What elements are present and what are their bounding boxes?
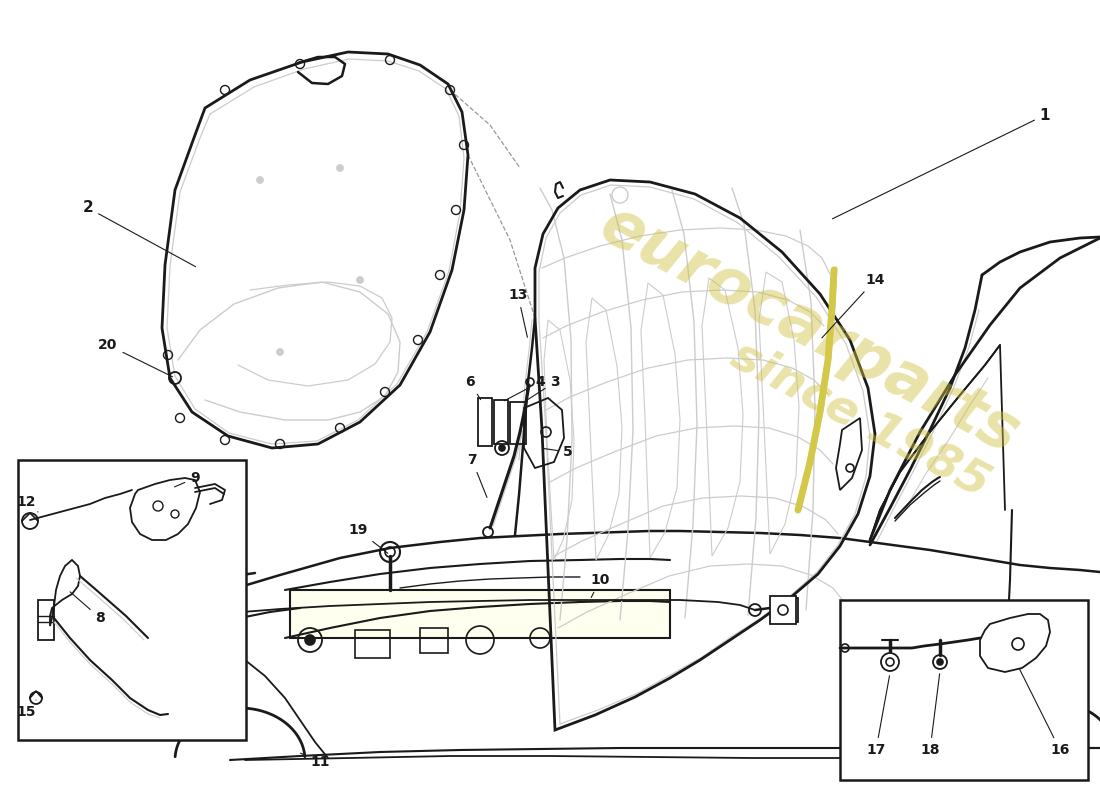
Circle shape [276,349,284,355]
Text: 3: 3 [526,375,560,401]
Text: 9: 9 [175,471,200,487]
Circle shape [499,445,505,451]
Bar [39,600,54,640]
Text: 17: 17 [867,676,890,757]
Bar [290,590,670,638]
Text: 16: 16 [1020,669,1069,757]
Bar [420,628,448,653]
Circle shape [256,177,264,183]
Text: 1: 1 [833,107,1050,218]
Text: 7: 7 [468,453,487,498]
Text: 8: 8 [70,592,104,625]
Bar [494,400,508,444]
Text: 5: 5 [542,445,573,459]
Bar [776,598,798,622]
Text: 11: 11 [300,753,330,769]
Text: 14: 14 [822,273,884,338]
Bar [770,596,796,624]
Text: 15: 15 [16,700,36,719]
Circle shape [337,165,343,171]
Bar [18,460,246,740]
Bar [840,600,1088,780]
Text: 13: 13 [508,288,528,338]
Text: 18: 18 [921,674,939,757]
Circle shape [356,277,363,283]
Text: 2: 2 [82,201,196,266]
Circle shape [937,659,943,665]
Text: 12: 12 [16,495,38,512]
Text: 6: 6 [465,375,481,400]
Text: since 1985: since 1985 [723,333,997,507]
Bar [478,398,492,446]
Text: 19: 19 [349,523,388,554]
Bar [510,402,526,444]
Text: eurocarparts: eurocarparts [590,194,1030,466]
Bar [290,590,670,638]
Text: 20: 20 [98,338,173,377]
Circle shape [305,635,315,645]
Text: 10: 10 [591,573,609,598]
Bar [355,630,390,658]
Text: 4: 4 [505,375,544,401]
